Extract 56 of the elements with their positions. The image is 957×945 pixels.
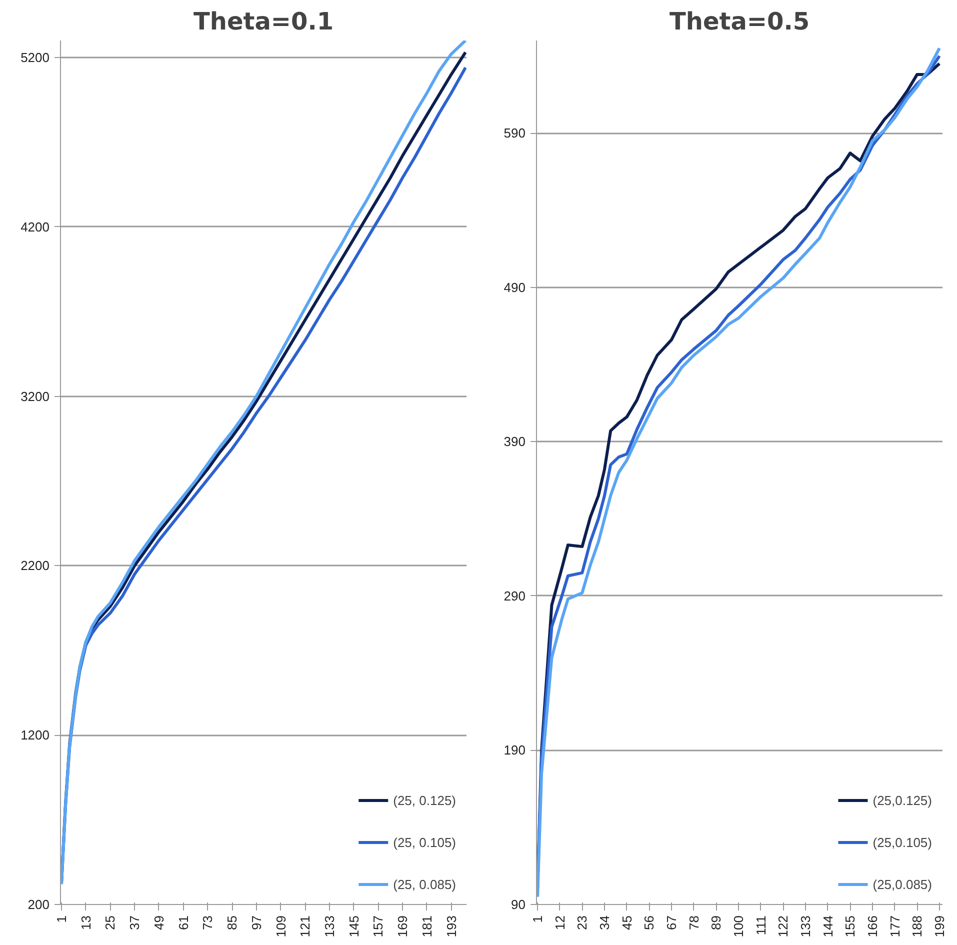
y-tick-label: 1200	[20, 728, 50, 743]
x-tick-label: 1	[54, 915, 70, 923]
y-tick-label: 200	[28, 897, 50, 912]
x-tick-label: 155	[842, 915, 858, 938]
y-tick-label: 590	[504, 126, 526, 141]
x-tick-label: 34	[597, 915, 612, 930]
x-tick-label: 188	[910, 915, 925, 938]
x-tick-label: 111	[753, 915, 768, 936]
x-tick-label: 181	[419, 915, 434, 938]
x-tick-label: 100	[730, 915, 746, 938]
y-tick-label: 3200	[20, 388, 50, 404]
y-tick-label: 290	[504, 588, 526, 604]
legend-label: (25,0.085)	[872, 876, 932, 892]
x-tick-label: 89	[708, 915, 724, 930]
x-tick-label: 109	[273, 915, 288, 938]
x-tick-label: 23	[574, 915, 590, 930]
x-tick-label: 13	[78, 915, 94, 930]
x-tick-label: 49	[151, 915, 166, 930]
y-tick-label: 490	[504, 280, 526, 295]
x-tick-label: 199	[932, 915, 947, 938]
legend-label: (25, 0.125)	[393, 792, 456, 808]
chart-title: Theta=0.1	[193, 8, 334, 36]
x-tick-label: 122	[776, 915, 791, 938]
y-tick-label: 4200	[20, 219, 50, 234]
x-tick-label: 25	[102, 915, 118, 930]
x-tick-label: 1	[530, 915, 546, 923]
legend-label: (25,0.125)	[872, 792, 932, 808]
x-tick-label: 177	[887, 915, 902, 938]
x-tick-label: 61	[176, 915, 191, 930]
y-tick-label: 190	[504, 742, 526, 758]
y-tick-label: 90	[511, 897, 526, 912]
x-tick-label: 145	[346, 915, 362, 938]
x-tick-label: 56	[642, 915, 657, 930]
x-tick-label: 193	[444, 915, 459, 938]
x-tick-label: 121	[298, 915, 313, 938]
x-tick-label: 133	[798, 915, 813, 938]
y-tick-label: 2200	[20, 558, 50, 574]
x-tick-label: 144	[820, 915, 836, 938]
chart-title: Theta=0.5	[669, 8, 810, 36]
x-tick-label: 166	[864, 915, 880, 938]
y-tick-label: 5200	[20, 50, 50, 65]
legend-label: (25, 0.085)	[393, 876, 456, 892]
x-tick-label: 67	[664, 915, 679, 930]
legend-label: (25, 0.105)	[393, 834, 456, 850]
x-tick-label: 12	[552, 915, 568, 930]
legend-label: (25,0.105)	[872, 834, 932, 850]
x-tick-label: 73	[200, 915, 216, 930]
x-tick-label: 97	[248, 915, 264, 930]
x-tick-label: 37	[127, 915, 142, 930]
x-tick-label: 133	[322, 915, 337, 938]
x-tick-label: 45	[619, 915, 634, 930]
y-tick-label: 390	[504, 434, 526, 450]
x-tick-label: 78	[686, 915, 702, 930]
x-tick-label: 169	[395, 915, 410, 938]
x-tick-label: 157	[370, 915, 386, 938]
x-tick-label: 85	[224, 915, 240, 930]
